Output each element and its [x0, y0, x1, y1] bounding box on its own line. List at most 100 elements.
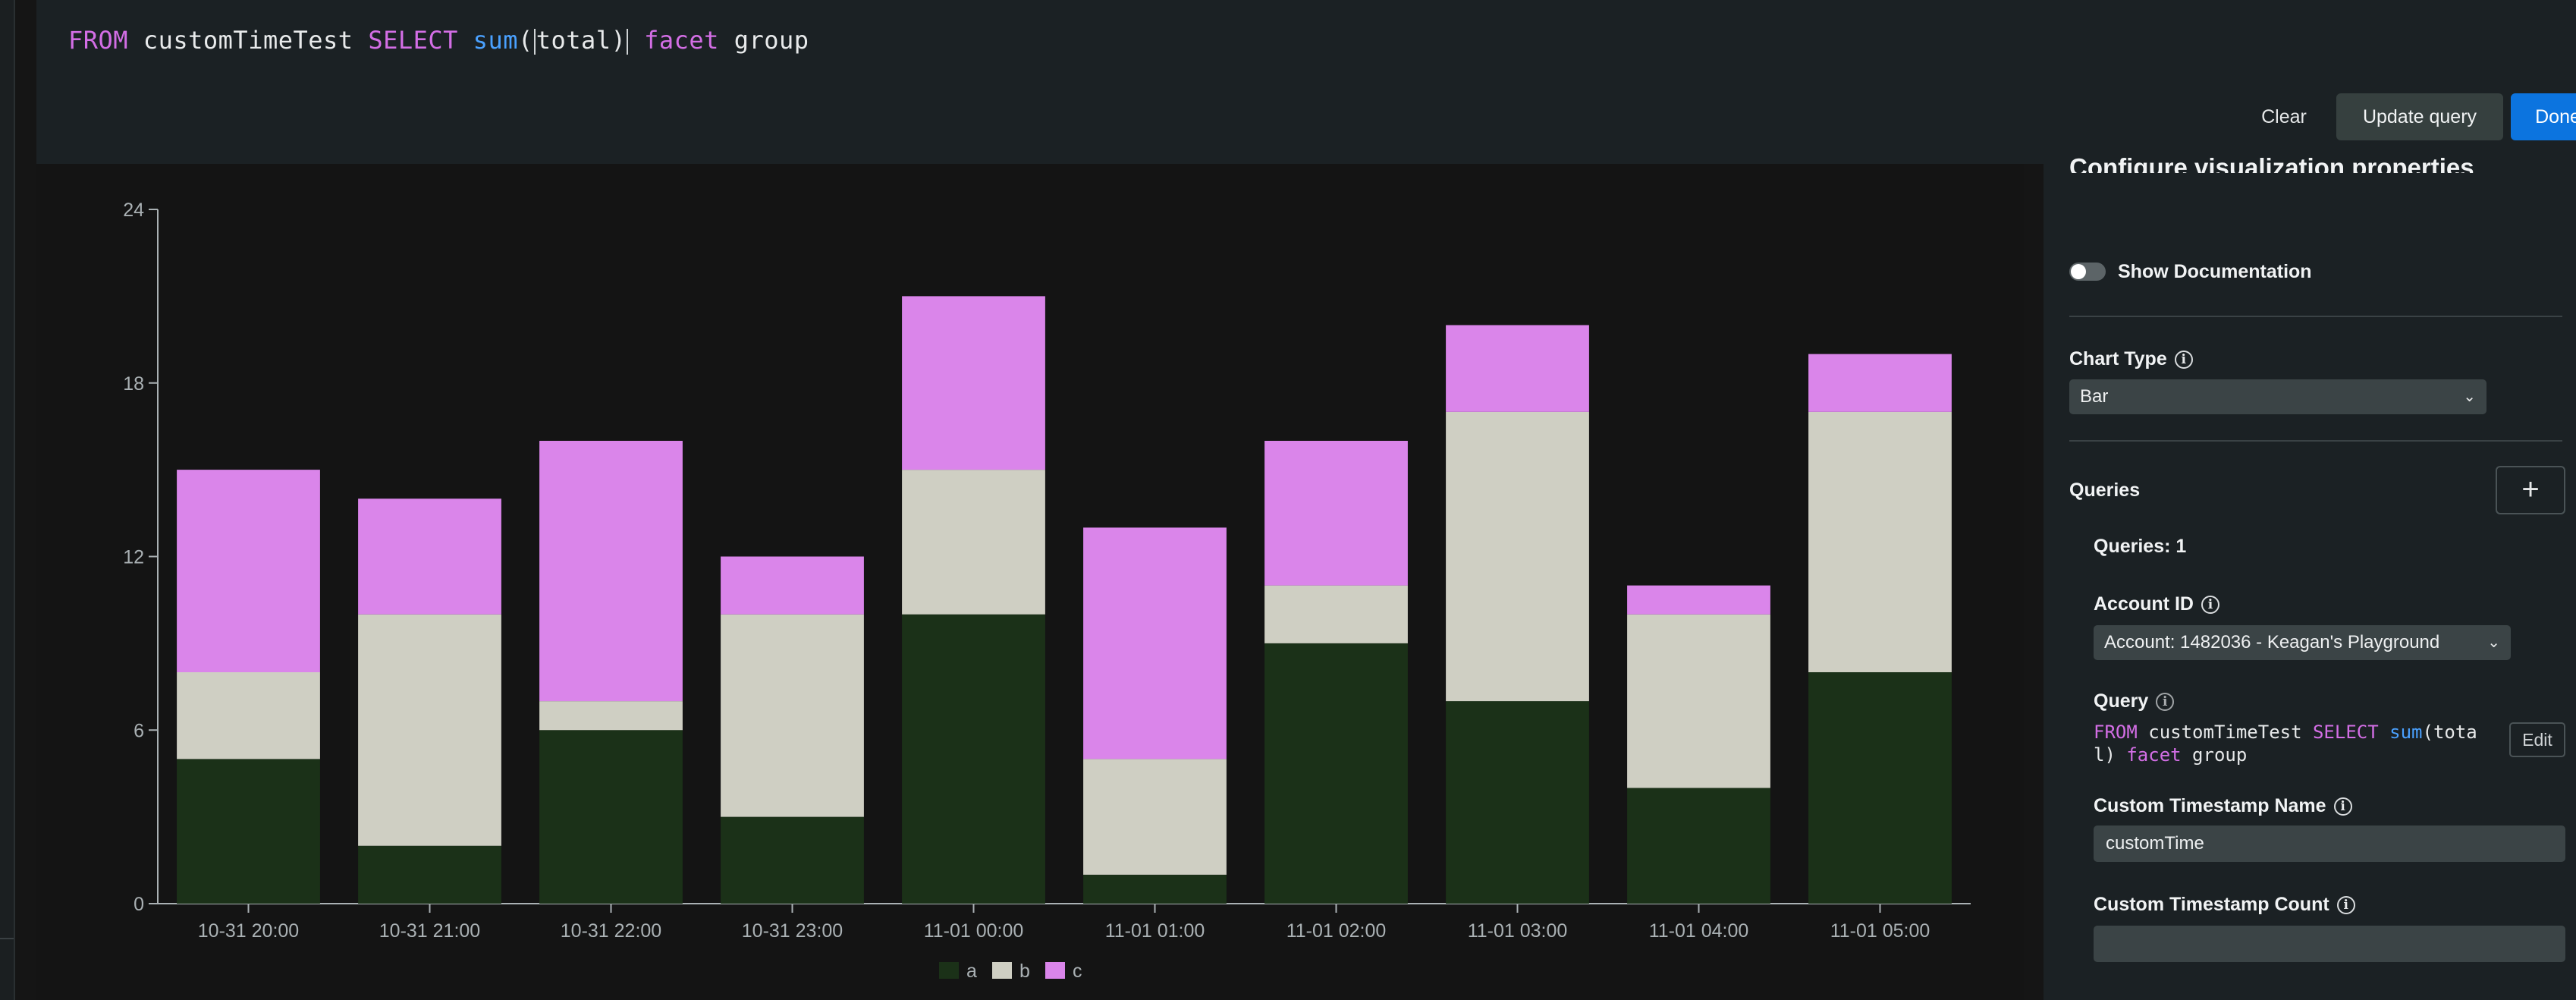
- bar-segment-a: [1083, 874, 1227, 904]
- bar-segment-b: [358, 614, 501, 846]
- query-token: group: [718, 26, 809, 55]
- query-token: ): [611, 26, 627, 55]
- bar-segment-a: [1627, 788, 1770, 904]
- queries-label: Queries: [2069, 480, 2141, 501]
- x-tick-label: 10-31 21:00: [379, 920, 480, 942]
- query-token: [2379, 722, 2389, 743]
- chart-type-label: Chart Type i: [2069, 348, 2193, 370]
- query-token: l): [2094, 744, 2127, 766]
- bar-chart: 0 6 12 18 24 10-31 20:00 10-31 21:00 10-31 22:0…: [123, 200, 1971, 982]
- bar-segment-c: [1083, 527, 1227, 759]
- edit-query-button[interactable]: Edit: [2509, 722, 2565, 757]
- bar-segment-a: [1808, 672, 1952, 904]
- bar-segment-b: [1264, 585, 1408, 643]
- chart-type-value: Bar: [2080, 386, 2109, 407]
- bar-segment-c: [177, 470, 320, 672]
- update-query-button[interactable]: Update query: [2336, 93, 2503, 140]
- y-tick-label: 18: [123, 373, 144, 395]
- bar-segment-a: [902, 614, 1045, 904]
- panel-title: Configure visualization properties: [2069, 153, 2474, 173]
- info-icon[interactable]: i: [2156, 693, 2175, 712]
- query-token: [458, 26, 473, 55]
- query-token: (tota: [2422, 722, 2477, 743]
- info-icon[interactable]: i: [2174, 351, 2193, 369]
- custom-timestamp-name-label: Custom Timestamp Name i: [2094, 795, 2352, 817]
- chevron-down-icon: ⌄: [2463, 388, 2476, 405]
- clear-button[interactable]: Clear: [2221, 94, 2347, 140]
- show-documentation-toggle[interactable]: [2069, 263, 2106, 281]
- bar-segment-a: [721, 816, 864, 904]
- bar-segment-b: [1083, 759, 1227, 875]
- divider: [2069, 440, 2562, 442]
- bar-segment-b: [902, 470, 1045, 615]
- legend-label-b: b: [1019, 961, 1030, 982]
- legend-label-c: c: [1073, 961, 1082, 982]
- x-tick-label: 11-01 04:00: [1649, 920, 1749, 942]
- info-icon[interactable]: i: [2333, 797, 2352, 816]
- custom-timestamp-count-text: Custom Timestamp Count: [2094, 894, 2329, 915]
- text-cursor: [627, 29, 629, 55]
- bar-segment-a: [177, 759, 320, 904]
- bar-segment-b: [1627, 614, 1770, 788]
- bar-segment-c: [1446, 325, 1589, 412]
- custom-timestamp-name-value: customTime: [2106, 833, 2204, 854]
- bar-segment-b: [721, 614, 864, 817]
- bar-segment-c: [358, 498, 501, 615]
- bar-segment-a: [358, 845, 501, 904]
- queries-count: Queries: 1: [2094, 536, 2187, 557]
- chart-type-text: Chart Type: [2069, 348, 2167, 369]
- bar-segment-c: [1264, 441, 1408, 586]
- plus-icon: +: [2521, 473, 2540, 506]
- x-tick-label: 11-01 00:00: [924, 920, 1024, 942]
- query-token: SELECT: [368, 26, 458, 55]
- query-token: sum: [2389, 722, 2423, 743]
- chevron-down-icon: ⌄: [2487, 634, 2500, 651]
- query-token: facet: [2126, 744, 2182, 766]
- x-tick-label: 11-01 01:00: [1105, 920, 1205, 942]
- visualization-properties-panel: Configure visualization properties Show …: [2044, 153, 2576, 1000]
- toggle-knob: [2071, 264, 2086, 279]
- query-token: FROM: [2094, 722, 2138, 743]
- chart-type-select[interactable]: Bar ⌄: [2069, 379, 2486, 414]
- gutter-marker: [0, 938, 14, 939]
- bar-segment-c: [1808, 354, 1952, 412]
- show-documentation-label: Show Documentation: [2118, 261, 2312, 282]
- query-code-line-2: l) facet group: [2094, 744, 2488, 766]
- query-input[interactable]: FROM customTimeTest SELECT sum(total) fa…: [68, 26, 809, 55]
- text-cursor: [533, 29, 536, 55]
- y-tick-label: 12: [123, 547, 144, 568]
- query-token: customTimeTest: [128, 26, 369, 55]
- add-query-button[interactable]: +: [2496, 466, 2565, 514]
- left-gutter: [0, 0, 15, 1000]
- bar-segment-b: [1446, 411, 1589, 702]
- bar-segment-c: [902, 296, 1045, 470]
- custom-timestamp-count-label: Custom Timestamp Count i: [2094, 894, 2355, 916]
- query-token: [629, 26, 644, 55]
- bar-segment-a: [539, 730, 683, 904]
- query-token: sum: [473, 26, 518, 55]
- info-icon[interactable]: i: [2201, 596, 2219, 615]
- legend-label-a: a: [966, 961, 977, 982]
- query-label-text: Query: [2094, 690, 2149, 712]
- bar-segment-c: [1627, 585, 1770, 615]
- y-tick-label: 0: [134, 894, 144, 915]
- query-token: (: [517, 26, 533, 55]
- x-tick-label: 11-01 02:00: [1286, 920, 1387, 942]
- bar-segment-b: [177, 672, 320, 759]
- query-editor: FROM customTimeTest SELECT sum(total) fa…: [36, 0, 2576, 164]
- bar-segment-c: [539, 441, 683, 702]
- custom-timestamp-count-input[interactable]: [2094, 926, 2565, 962]
- x-tick-label: 11-01 03:00: [1468, 920, 1568, 942]
- done-button[interactable]: Done: [2511, 93, 2576, 140]
- y-tick-label: 24: [123, 200, 144, 221]
- custom-timestamp-name-input[interactable]: customTime: [2094, 825, 2565, 862]
- account-id-label: Account ID i: [2094, 593, 2219, 615]
- info-icon[interactable]: i: [2336, 896, 2355, 915]
- divider: [2069, 316, 2562, 317]
- account-select[interactable]: Account: 1482036 - Keagan's Playground ⌄: [2094, 625, 2511, 660]
- account-value: Account: 1482036 - Keagan's Playground: [2104, 632, 2440, 653]
- query-code: FROM customTimeTest SELECT sum(tota l) fa…: [2094, 721, 2488, 766]
- bar-segment-b: [1808, 411, 1952, 672]
- custom-timestamp-name-text: Custom Timestamp Name: [2094, 795, 2326, 816]
- bar-segment-a: [1446, 701, 1589, 904]
